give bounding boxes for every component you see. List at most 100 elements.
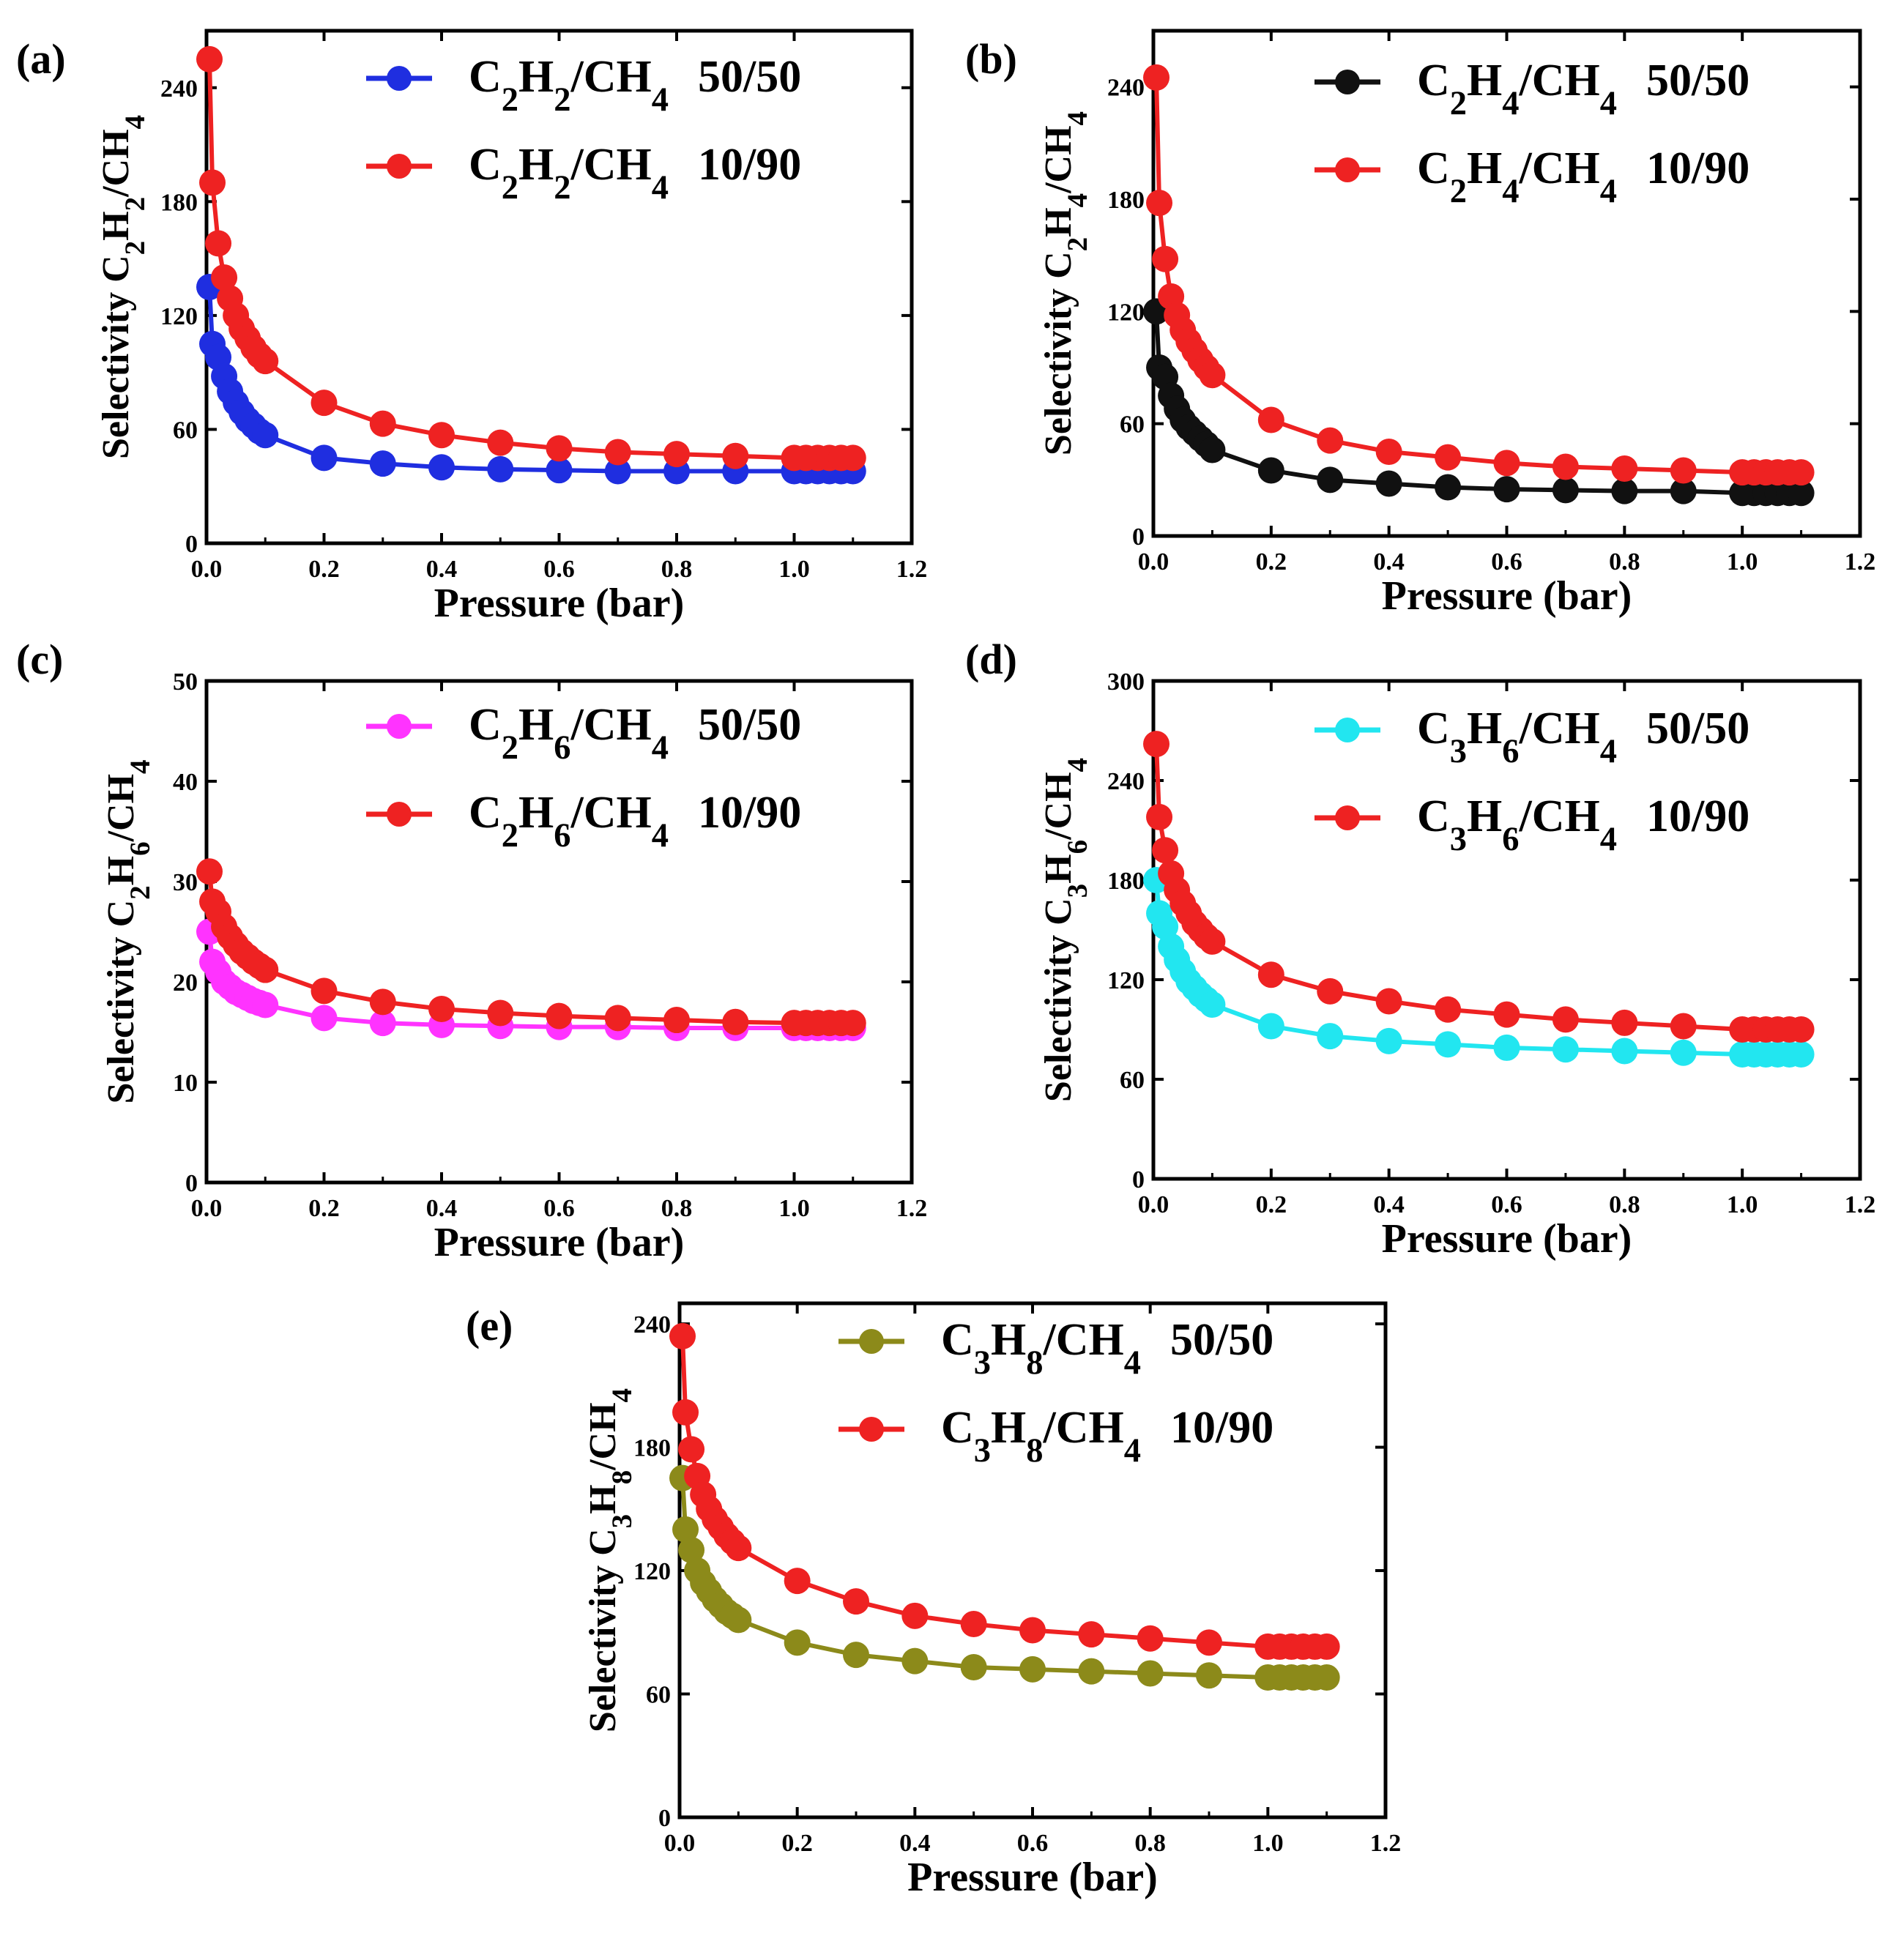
- data-point: [1196, 1662, 1222, 1689]
- ratio: 10/90: [1646, 792, 1749, 841]
- x-tick-label: 1.0: [778, 556, 810, 583]
- data-point: [604, 439, 631, 466]
- series-50-50: [1143, 298, 1815, 507]
- data-point: [1788, 1016, 1815, 1043]
- chart-panel-b: 0.0 0.2 0.4 0.6 0.8 1.0 1.2 0 60 120 180 240 Pressur…: [965, 29, 1875, 619]
- data-point: [604, 458, 631, 485]
- data-point: [784, 1629, 811, 1656]
- data-point: [428, 422, 455, 449]
- x-tick-label: 0.4: [1373, 1191, 1405, 1218]
- y-tick-label: 120: [1107, 299, 1145, 326]
- data-point: [1199, 362, 1226, 389]
- data-point: [1611, 1009, 1638, 1036]
- x-tick-label: 0.6: [543, 1195, 575, 1222]
- subscript: 8: [1026, 1344, 1043, 1382]
- data-point: [1493, 476, 1520, 503]
- data-point: [487, 455, 514, 483]
- formula-text: C: [941, 1403, 974, 1453]
- y-tick-label: 50: [173, 668, 198, 696]
- formula-text: /CH: [1519, 792, 1600, 841]
- subscript: 3: [974, 1344, 991, 1382]
- formula-text: H: [1467, 56, 1502, 105]
- panel-label: (a): [16, 35, 66, 83]
- data-point: [1375, 988, 1402, 1015]
- data-point: [672, 1516, 699, 1543]
- x-tick-label: 0.0: [1138, 1191, 1169, 1218]
- x-tick-label: 0.0: [191, 556, 223, 583]
- y-axis-label: Selectivity C2H6/CH4: [100, 759, 156, 1103]
- y-tick-label: 0: [185, 531, 198, 558]
- data-point: [1493, 1001, 1520, 1028]
- data-point: [1375, 470, 1402, 497]
- subscript: 4: [1502, 85, 1519, 122]
- subscript: 6: [554, 817, 570, 854]
- subscript: 4: [1600, 85, 1617, 122]
- label-prefix: Selectivity: [95, 283, 137, 459]
- data-point: [1257, 406, 1284, 433]
- label-prefix: Selectivity: [100, 927, 142, 1103]
- chart-panel-d: 0.0 0.2 0.4 0.6 0.8 1.0 1.2 0 60 120 180 240 300 Pres…: [965, 636, 1875, 1262]
- x-tick-label: 1.0: [778, 1195, 810, 1222]
- subscript: 2: [554, 169, 570, 206]
- legend-entry: C3H6/CH4 10/90: [1314, 792, 1749, 858]
- data-point: [1317, 977, 1344, 1005]
- formula-text: C: [1417, 704, 1450, 753]
- chart-panel-c: 0.0 0.2 0.4 0.6 0.8 1.0 1.2 0 10 20 30 40 50 Pressure…: [16, 636, 927, 1265]
- subscript: 4: [606, 1388, 638, 1403]
- subscript: 4: [1502, 173, 1519, 210]
- subscript: 3: [974, 1432, 991, 1470]
- x-tick-label: 0.8: [661, 1195, 693, 1222]
- legend-marker: [387, 154, 412, 179]
- data-point: [839, 444, 866, 472]
- subscript: 4: [652, 729, 669, 767]
- subscript: 2: [502, 81, 518, 119]
- legend-entry: C3H6/CH4 50/50: [1314, 704, 1749, 770]
- ratio: 10/90: [698, 140, 801, 190]
- x-tick-label: 0.8: [1609, 548, 1640, 576]
- formula-text: /CH: [1043, 1403, 1124, 1453]
- legend-marker: [387, 714, 412, 739]
- data-point: [1257, 961, 1284, 988]
- data-point: [1611, 477, 1638, 504]
- y-tick-label: 0: [1132, 1166, 1145, 1193]
- data-point: [1670, 1013, 1697, 1040]
- formula-text: /CH: [95, 129, 137, 197]
- data-point: [1317, 1023, 1344, 1050]
- data-point: [722, 442, 749, 469]
- label-prefix: Selectivity: [1038, 925, 1079, 1102]
- series-50-50: [669, 1464, 1340, 1691]
- y-tick-label: 40: [173, 769, 198, 796]
- data-point: [1435, 996, 1462, 1023]
- data-point: [252, 348, 279, 375]
- subscript: 6: [554, 729, 570, 767]
- subscript: 4: [652, 817, 669, 854]
- x-tick-label: 1.2: [896, 1195, 928, 1222]
- data-point: [1146, 190, 1173, 217]
- data-point: [1493, 1034, 1520, 1061]
- data-point: [1670, 457, 1697, 484]
- series-line: [1154, 311, 1801, 496]
- x-tick-label: 1.0: [1727, 1191, 1758, 1218]
- data-point: [1375, 439, 1402, 465]
- x-tick-label: 1.0: [1727, 548, 1758, 576]
- legend-label: C2H2/CH4 10/90: [469, 140, 801, 206]
- y-axis-label: Selectivity C3H6/CH4: [1038, 758, 1093, 1102]
- x-tick-label: 0.6: [543, 556, 575, 583]
- subscript: 4: [1600, 173, 1617, 210]
- subscript: 6: [1062, 840, 1093, 854]
- subscript: 4: [1062, 758, 1093, 772]
- x-axis-label: Pressure (bar): [434, 1220, 685, 1265]
- legend-entry: C2H2/CH4 10/90: [366, 140, 801, 206]
- data-point: [839, 1010, 866, 1037]
- data-point: [428, 454, 455, 481]
- x-tick-label: 1.2: [1370, 1830, 1402, 1857]
- formula-text: /CH: [1519, 144, 1600, 193]
- legend-entry: C2H4/CH4 50/50: [1314, 56, 1749, 122]
- data-point: [1670, 477, 1697, 504]
- subscript: 6: [1502, 821, 1519, 858]
- series-line: [680, 1336, 1327, 1649]
- legend-label: C2H6/CH4 10/90: [469, 788, 801, 854]
- series-line: [1154, 744, 1801, 1032]
- y-tick-label: 180: [160, 189, 198, 216]
- x-axis-label: Pressure (bar): [1382, 573, 1632, 619]
